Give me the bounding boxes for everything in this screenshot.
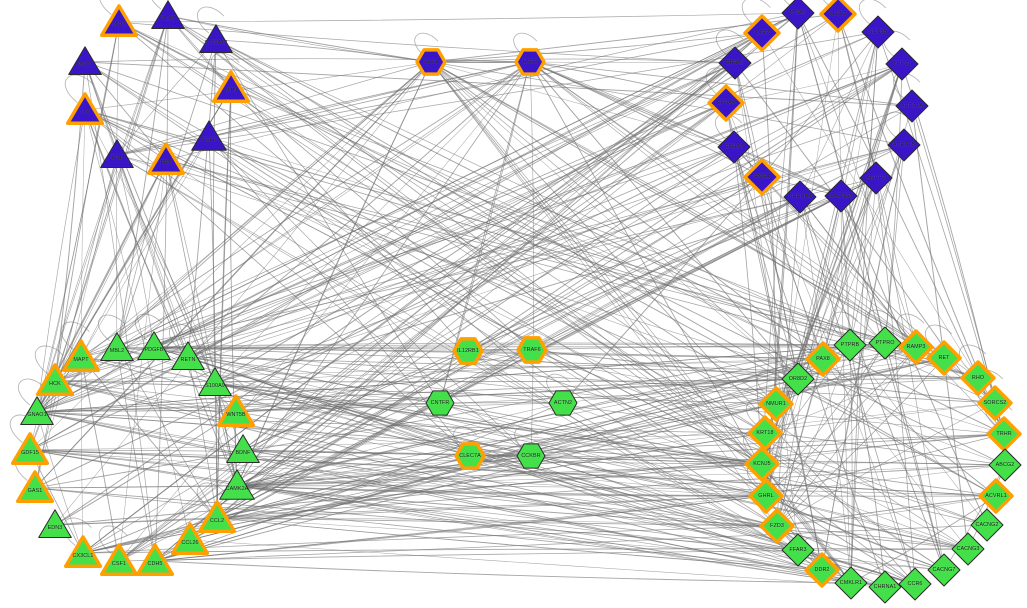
graph-node-gnao1[interactable]: GNAO1 <box>16 391 58 433</box>
graph-node-adra1a[interactable]: ADRA1A <box>891 85 933 127</box>
graph-node-mip2[interactable]: MIP2 <box>97 0 141 44</box>
graph-node-wnt5b[interactable]: WNT5B <box>214 390 258 434</box>
graph-node-mtn[interactable]: MTN <box>209 66 253 110</box>
graph-node-fn1[interactable]: FN1 <box>96 134 138 176</box>
graph-node-s100a12[interactable]: S100A12 <box>195 19 237 61</box>
graph-node-actn2[interactable]: ACTN2 <box>544 384 582 422</box>
graph-node-ccl26[interactable]: CCL26 <box>168 518 212 562</box>
graph-node-ccr6[interactable]: CCR6 <box>894 563 936 605</box>
graph-node-cacng8[interactable]: CACNG8 <box>820 175 862 217</box>
graph-node-cntfr[interactable]: CNTFR <box>421 384 459 422</box>
graph-node-il12rb1[interactable]: IL12RB1 <box>449 332 487 370</box>
graph-node-frx[interactable]: FRX <box>144 138 188 182</box>
graph-node-klrf2[interactable]: KLRF2 <box>816 0 860 36</box>
graph-node-traf6[interactable]: TRAF6 <box>513 331 551 369</box>
graph-node-epha5[interactable]: EPHA5 <box>714 42 756 84</box>
graph-node-trpv1[interactable]: TRPV1 <box>881 43 923 85</box>
graph-node-epha4[interactable]: EPHA4 <box>704 81 748 125</box>
graph-node-chrna4[interactable]: CHRNA4 <box>779 176 821 218</box>
graph-node-muc1[interactable]: MUC1 <box>64 41 106 83</box>
graph-node-fnga[interactable]: FNGA <box>740 155 784 199</box>
graph-node-cckbr[interactable]: CCKBR <box>512 437 550 475</box>
graph-node-fgf6[interactable]: FGF6 <box>187 115 231 159</box>
graph-node-ilx[interactable]: ILX <box>63 88 107 132</box>
graph-node-els1[interactable]: ELS1 <box>412 43 450 81</box>
graph-node-esr2[interactable]: ESR2 <box>511 43 549 81</box>
graph-node-plat[interactable]: PLAT <box>147 0 189 37</box>
graph-node-clec7a[interactable]: CLEC7A <box>451 437 489 475</box>
